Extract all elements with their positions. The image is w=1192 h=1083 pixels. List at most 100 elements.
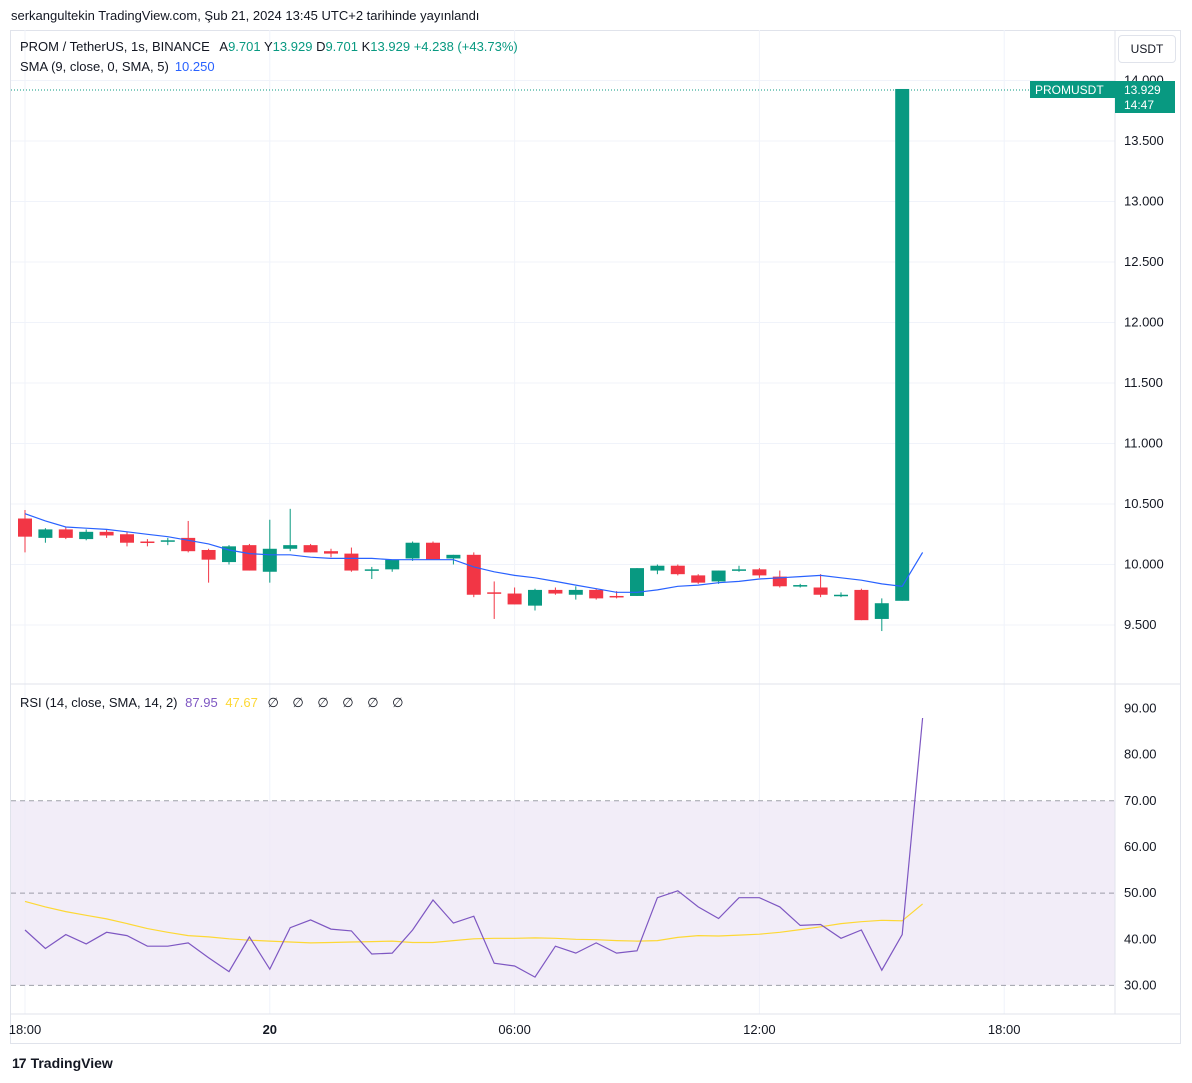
tradingview-logo[interactable]: 17 TradingView [12,1055,113,1071]
candle-body [691,575,706,583]
candle [650,564,665,575]
sma-line [24,513,924,593]
candle-body [752,569,767,576]
candle-body [426,542,440,560]
candle-body [507,593,522,605]
open-label: A [219,39,229,54]
candle-body [446,554,461,559]
rsi-level-lines [11,800,1115,986]
price-tick-label: 13.500 [1124,133,1164,148]
candle [732,565,746,572]
sma-label: SMA (9, close, 0, SMA, 5) [20,59,169,74]
open-value: 9.701 [228,39,261,54]
rsi-null-values: ∅ ∅ ∅ ∅ ∅ ∅ [267,695,409,710]
candle-body [854,589,869,621]
candle-body [630,568,644,596]
candle-body [732,569,746,571]
price-tag-countdown: 14:47 [1124,98,1154,112]
time-tick-label: 20 [263,1022,277,1037]
currency-button[interactable]: USDT [1118,35,1176,63]
candle [670,564,685,576]
candle-body [242,545,257,571]
candle [242,543,257,571]
high-value: 13.929 [272,39,313,54]
rsi-tick-label: 60.00 [1124,839,1157,854]
rsi-tick-label: 70.00 [1124,793,1157,808]
price-tick-label: 12.000 [1124,315,1164,330]
candle [507,587,522,605]
candle-body [364,569,379,571]
candle [793,583,808,588]
rsi-tick-label: 50.00 [1124,885,1157,900]
price-tick-label: 10.000 [1124,557,1164,572]
candle [181,520,196,553]
price-tick-label: 13.000 [1124,194,1164,209]
candle [99,529,114,538]
price-tick-label: 9.500 [1124,617,1157,632]
grid [11,30,1115,1014]
candle [344,547,359,572]
time-axis: 18:002006:0012:0018:002106:0012:0018:002… [9,1022,1021,1037]
candle-body [487,592,502,594]
candle-body [324,551,338,554]
candle-body [38,529,53,538]
price-tick-label: 12.500 [1124,254,1164,269]
candle [630,568,644,596]
candle-body [79,531,94,540]
candle-body [344,553,359,571]
candle-body [58,529,73,538]
time-tick-label: 18:00 [9,1022,42,1037]
rsi-tick-label: 90.00 [1124,701,1157,716]
close-label: K [361,39,371,54]
candle-body [528,589,542,606]
candle-body [793,585,808,587]
high-label: Y [264,39,273,54]
candle [854,588,869,621]
rsi-ma-value: 47.67 [225,695,258,710]
candle [528,588,542,611]
candle [548,587,563,595]
candle [711,570,726,584]
candle-body [568,589,583,595]
candle [160,537,175,546]
rsi-legend[interactable]: RSI (14, close, SMA, 14, 2) 87.95 47.67 … [20,695,409,711]
rsi-tick-label: 40.00 [1124,931,1157,946]
tradingview-logo-text: TradingView [30,1055,113,1071]
time-tick-label: 06:00 [498,1022,531,1037]
chart-frame [10,30,1181,1044]
candle [813,574,828,598]
candle-body [834,594,848,597]
candle-body [18,518,32,537]
candle [691,574,706,584]
symbol-title: PROM / TetherUS, 1s, BINANCE [20,39,210,54]
rsi-tick-label: 80.00 [1124,747,1157,762]
candle [324,548,338,558]
price-tag-symbol: PROMUSDT [1035,83,1104,97]
rsi-axis: 30.00 40.00 50.00 60.00 70.00 80.00 90.00 [1124,701,1157,993]
candle [385,559,400,572]
tradingview-logo-mark: 17 [12,1055,27,1071]
candle [466,552,481,598]
candle [262,519,277,583]
candle-body [711,570,726,582]
candle-body [466,554,481,595]
candle [18,510,32,553]
published-caption: serkangultekin TradingView.com, Şub 21, … [11,8,480,23]
candle [895,88,910,601]
candle [568,586,583,600]
price-tag-symbol-bg [1030,81,1115,98]
low-label: D [316,39,326,54]
close-value: 13.929 [370,39,411,54]
candle [58,526,73,540]
price-tag-price: 13.929 [1124,83,1161,97]
candle-body [201,549,216,560]
candle-body [650,565,665,571]
sma-legend[interactable]: SMA (9, close, 0, SMA, 5) 10.250 [20,59,215,74]
candle [487,581,502,619]
price-tick-label: 11.500 [1124,375,1163,390]
price-axis: 9.500 10.000 10.500 11.000 11.500 12.000 12.50… [1124,73,1164,633]
candle [834,592,848,598]
low-value: 9.701 [325,39,358,54]
rsi-label: RSI (14, close, SMA, 14, 2) [20,695,178,710]
